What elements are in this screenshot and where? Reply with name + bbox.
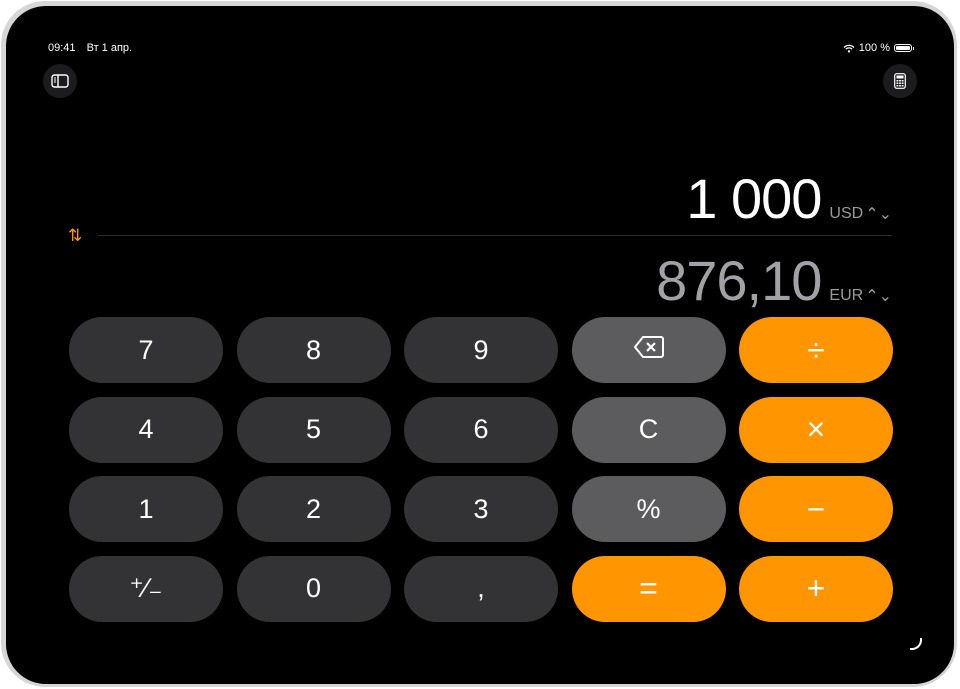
target-amount-row: 876,10 EUR ⌃⌄ [656, 248, 892, 313]
key-label: 4 [138, 414, 154, 444]
key-label: 0 [305, 573, 322, 603]
key-3[interactable]: 3 [404, 476, 558, 542]
sign-toggle-button[interactable]: ⁺∕₋ [69, 555, 223, 622]
source-currency-picker[interactable]: USD ⌃⌄ [829, 204, 892, 224]
status-bar-right: 100 % [843, 42, 914, 54]
source-currency: USD [829, 205, 864, 222]
key-label: = [639, 570, 658, 606]
subtract-button[interactable]: − [739, 476, 893, 542]
arrow-up-down-icon[interactable]: ⇅ [68, 226, 83, 245]
key-label: ÷ [807, 331, 825, 368]
status-bar-left: 09:41 Вт 1 апр. [48, 42, 140, 54]
divide-button[interactable]: ÷ [739, 317, 893, 383]
backspace-button[interactable] [571, 317, 726, 383]
key-label: 3 [473, 493, 489, 524]
calculator-mode-button[interactable] [883, 64, 917, 98]
key-0[interactable]: 0 [236, 555, 391, 622]
status-date: Вт 1 апр. [86, 42, 133, 54]
battery-icon [894, 44, 914, 52]
key-8[interactable]: 8 [236, 317, 391, 383]
chevron-up-down-icon: ⌃⌄ [865, 288, 892, 305]
key-label: 1 [138, 493, 154, 524]
key-7[interactable]: 7 [69, 317, 223, 383]
add-button[interactable]: + [739, 555, 893, 622]
sidebar-icon [51, 74, 69, 88]
calculator-icon [894, 73, 906, 89]
key-label: 7 [138, 334, 154, 365]
key-6[interactable]: 6 [404, 396, 558, 463]
key-label: × [806, 411, 826, 447]
equals-button[interactable]: = [571, 555, 726, 622]
resize-handle-icon[interactable] [910, 638, 922, 650]
target-currency-picker[interactable]: EUR ⌃⌄ [829, 286, 892, 306]
backspace-icon [633, 335, 665, 366]
key-label: ⁺∕₋ [129, 573, 163, 603]
target-amount: 876,10 [656, 249, 822, 312]
percent-button[interactable]: % [571, 476, 726, 542]
wifi-icon [843, 44, 855, 52]
source-amount: 1 000 [686, 167, 822, 230]
chevron-up-down-icon: ⌃⌄ [865, 206, 892, 223]
key-2[interactable]: 2 [236, 476, 391, 542]
key-1[interactable]: 1 [69, 476, 223, 542]
key-label: 9 [473, 334, 489, 365]
sidebar-toggle-button[interactable] [43, 64, 77, 98]
status-time: 09:41 [48, 42, 76, 54]
target-currency: EUR [829, 287, 864, 304]
key-label: + [806, 570, 826, 606]
key-4[interactable]: 4 [69, 396, 223, 463]
calculator-screen: 09:41 Вт 1 апр. 100 % 1 000 USD ⌃⌄ ⇅ 876,… [6, 6, 954, 684]
key-label: − [806, 490, 826, 527]
keypad: 7 8 9 ÷ 4 5 6 C × 1 2 3% − ⁺∕₋ 0, = + [69, 317, 893, 622]
clear-button[interactable]: C [571, 396, 726, 463]
key-label: 2 [305, 493, 322, 524]
divider [98, 235, 892, 236]
multiply-button[interactable]: × [739, 396, 893, 463]
decimal-button[interactable]: , [404, 555, 558, 622]
key-label: % [636, 493, 661, 524]
key-label: , [477, 573, 485, 603]
key-label: 6 [473, 414, 489, 444]
key-label: C [638, 414, 659, 444]
key-label: 8 [305, 334, 322, 365]
key-5[interactable]: 5 [236, 396, 391, 463]
key-9[interactable]: 9 [404, 317, 558, 383]
battery-percent: 100 % [858, 42, 890, 54]
source-amount-row: 1 000 USD ⌃⌄ [686, 166, 892, 231]
key-label: 5 [305, 414, 322, 444]
